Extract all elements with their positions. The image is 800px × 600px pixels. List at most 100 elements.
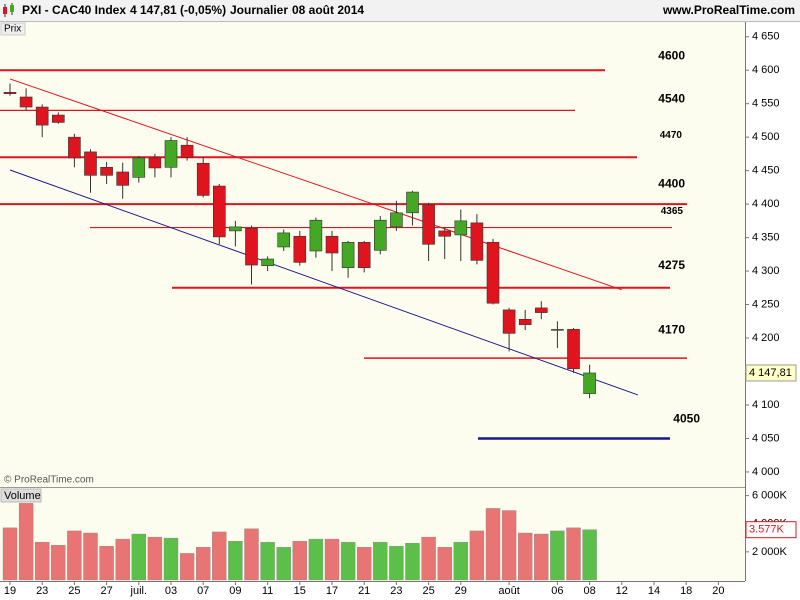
volume-bar bbox=[2, 527, 18, 581]
candle-body bbox=[486, 241, 500, 304]
candle-body bbox=[551, 329, 564, 331]
y-tick-label: 4 650 bbox=[752, 31, 780, 43]
volume-bar bbox=[534, 533, 549, 581]
volume-bar bbox=[292, 540, 307, 581]
header-icon bbox=[3, 3, 14, 17]
candle-body bbox=[341, 241, 355, 269]
x-tick-label: 15 bbox=[294, 585, 306, 597]
x-tick-label: 03 bbox=[165, 585, 177, 597]
volume-bar bbox=[437, 547, 452, 581]
candle-body bbox=[180, 144, 194, 158]
candle-body bbox=[3, 92, 17, 94]
site: www.ProRealTime.com bbox=[662, 3, 795, 17]
volume-badge bbox=[745, 521, 797, 539]
x-tick-label: 14 bbox=[648, 585, 660, 597]
y-tick-label: 6 000K bbox=[752, 490, 788, 502]
candle-body bbox=[470, 222, 484, 261]
x-tick-label: 17 bbox=[326, 585, 338, 597]
candle-body bbox=[100, 166, 113, 176]
candle-body bbox=[454, 220, 468, 236]
volume-bar bbox=[485, 508, 501, 581]
x-tick-label: 07 bbox=[197, 585, 209, 597]
volume-bar bbox=[35, 541, 50, 581]
volume-bar bbox=[308, 538, 324, 581]
level-label: 4275 bbox=[658, 258, 685, 272]
volume-bar bbox=[51, 545, 66, 581]
period: Journalier bbox=[230, 3, 288, 17]
candle-body bbox=[261, 258, 274, 267]
x-tick-label: août bbox=[498, 585, 519, 597]
x-tick-label: 25 bbox=[68, 585, 80, 597]
level-label: 4400 bbox=[658, 176, 685, 190]
panel-tag bbox=[0, 488, 42, 503]
y-tick-label: 4 400 bbox=[752, 198, 780, 210]
y-tick-label: 4 450 bbox=[752, 165, 780, 177]
candle-body bbox=[164, 140, 178, 168]
volume-bar bbox=[212, 531, 227, 581]
x-tick-label: 25 bbox=[422, 585, 434, 597]
level-label: 4365 bbox=[661, 206, 684, 217]
volume-badge-label: 3.577K bbox=[749, 524, 785, 536]
volume-bar bbox=[99, 546, 114, 581]
plot-background bbox=[0, 22, 745, 581]
x-tick-label: 21 bbox=[358, 585, 370, 597]
volume-bar bbox=[357, 547, 372, 581]
x-tick-label: 27 bbox=[100, 585, 112, 597]
level-label: 4600 bbox=[658, 48, 685, 62]
candle-body bbox=[68, 136, 81, 159]
y-tick-label: 4 050 bbox=[752, 432, 780, 444]
symbol: PXI - CAC40 Index bbox=[22, 3, 126, 17]
volume-bar bbox=[469, 530, 485, 581]
panel-title: Prix bbox=[4, 24, 21, 35]
candle-body bbox=[229, 226, 242, 232]
panel-title: Volume bbox=[4, 490, 41, 502]
candle-body bbox=[567, 329, 580, 370]
candle-body bbox=[132, 157, 146, 178]
volume-bar bbox=[260, 541, 275, 581]
candle-body bbox=[196, 162, 210, 196]
volume-bar bbox=[453, 541, 468, 581]
volume-bar bbox=[276, 547, 291, 581]
x-tick-label: 12 bbox=[616, 585, 628, 597]
volume-bar bbox=[115, 538, 130, 581]
x-tick-label: 29 bbox=[455, 585, 467, 597]
x-tick-label: 06 bbox=[551, 585, 563, 597]
candle-body bbox=[357, 241, 371, 269]
x-tick-label: 23 bbox=[36, 585, 48, 597]
volume-bar bbox=[550, 530, 565, 581]
header-bar bbox=[0, 0, 800, 21]
candle-body bbox=[502, 309, 516, 334]
candle-body bbox=[277, 232, 291, 248]
volume-bar bbox=[179, 553, 195, 581]
volume-bar bbox=[244, 528, 259, 581]
volume-bar bbox=[131, 533, 147, 581]
volume-bar bbox=[421, 536, 436, 581]
volume-bar bbox=[67, 530, 82, 581]
x-tick-label: 23 bbox=[390, 585, 402, 597]
y-tick-label: 4 350 bbox=[752, 232, 780, 244]
panel-tag bbox=[0, 22, 26, 36]
volume-bar bbox=[518, 532, 533, 581]
y-tick-label: 4 100 bbox=[752, 399, 780, 411]
copyright: © ProRealTime.com bbox=[4, 475, 94, 486]
y-tick-label: 4 600 bbox=[752, 64, 780, 76]
candle-body bbox=[406, 191, 419, 214]
volume-bar bbox=[18, 503, 34, 581]
x-tick-label: juil. bbox=[130, 585, 148, 597]
candle-body bbox=[19, 96, 33, 108]
volume-bar bbox=[389, 546, 404, 581]
x-tick-label: 11 bbox=[262, 585, 273, 597]
volume-bar bbox=[83, 532, 98, 581]
candle-body bbox=[583, 372, 596, 394]
candle-body bbox=[35, 106, 49, 126]
x-tick-label: 08 bbox=[583, 585, 595, 597]
quote: 4 147,81 (-0,05%) bbox=[130, 3, 226, 17]
candle-body bbox=[213, 185, 226, 238]
y-tick-label: 4 000 bbox=[752, 466, 780, 478]
volume-bar bbox=[147, 536, 163, 581]
volume-bar bbox=[228, 540, 243, 581]
candle-body bbox=[148, 157, 162, 169]
level-label: 4540 bbox=[658, 92, 685, 106]
candle-body bbox=[245, 227, 258, 266]
